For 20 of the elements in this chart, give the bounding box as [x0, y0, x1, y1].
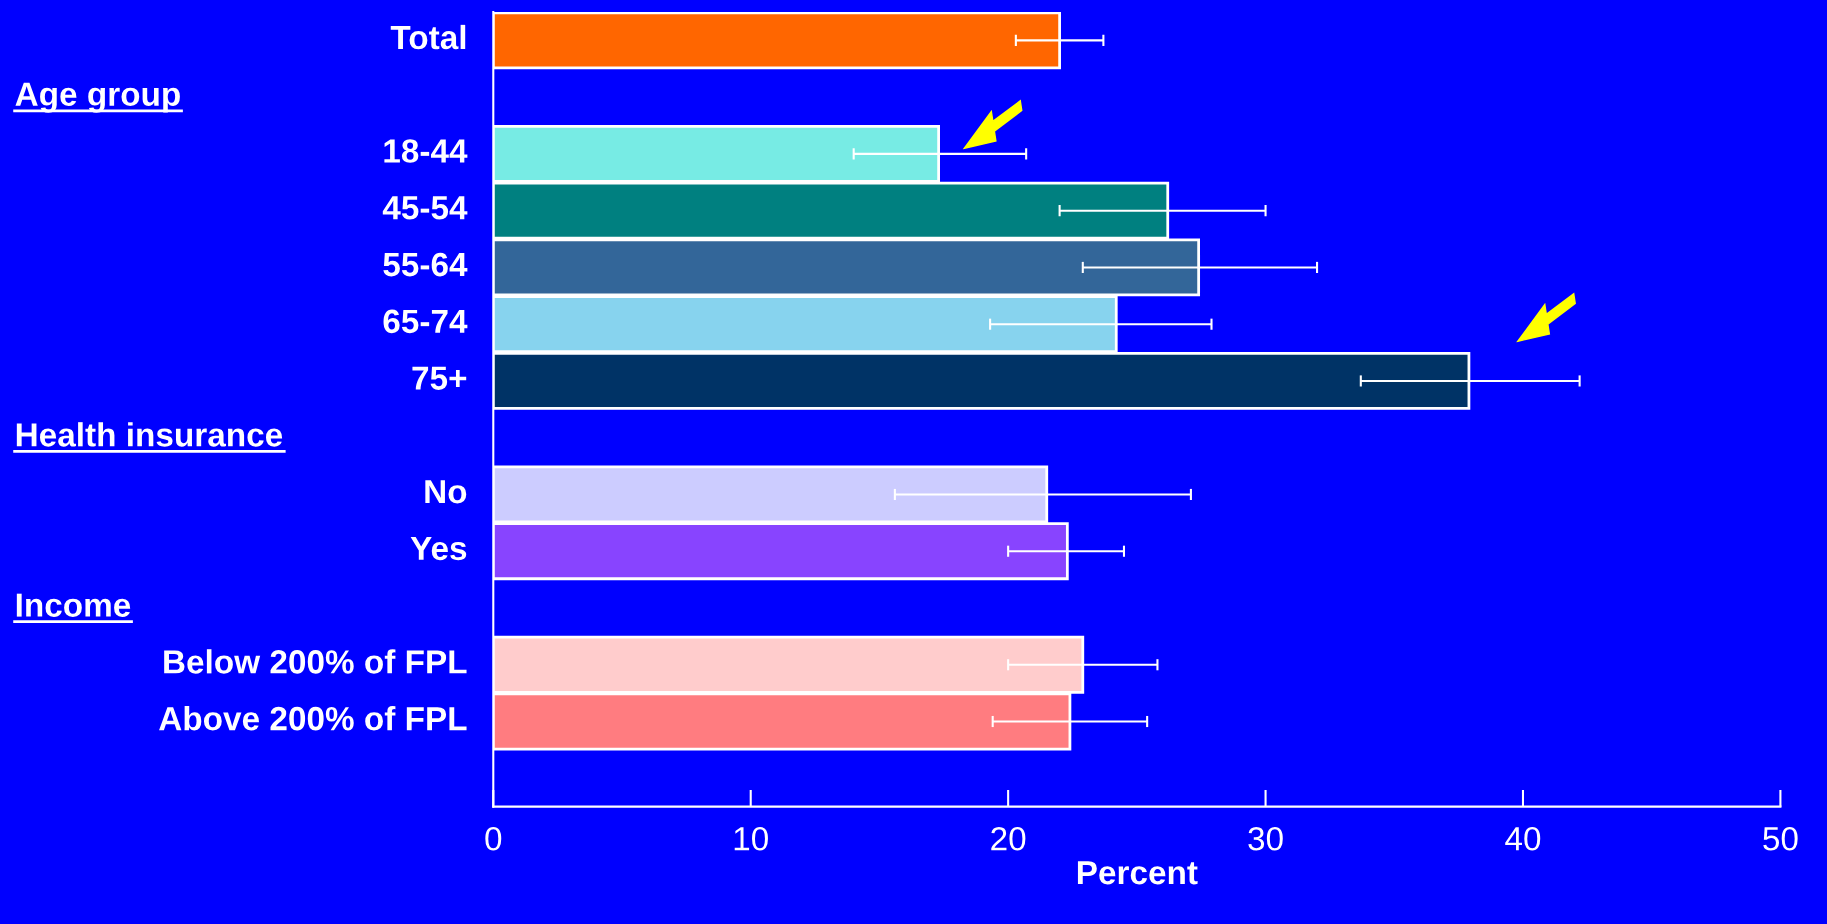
x-axis-title: Percent	[1077, 861, 1198, 885]
x-tick-label: 40	[1505, 826, 1541, 851]
y-tick-label: Below 200% of FPL	[164, 649, 467, 674]
y-tick-label: 45-54	[382, 196, 468, 220]
y-tick-label: Yes	[410, 536, 467, 561]
x-tick-label: 20	[991, 826, 1026, 851]
x-tick-label: 30	[1248, 826, 1283, 851]
y-tick-label: 18-44	[384, 139, 468, 163]
y-tick-label: Above 200% of FPL	[159, 705, 467, 731]
text: Income	[16, 593, 131, 617]
x-tick-label: 10	[734, 826, 768, 851]
y-tick-label: 55-64	[383, 252, 468, 277]
y-tick-label: No	[425, 480, 467, 504]
y-tick-label: 65-74	[383, 309, 468, 334]
text: Age group	[15, 82, 180, 113]
x-tick-label: 0	[485, 826, 502, 851]
text: Health insurance	[16, 422, 283, 447]
y-tick-label: Total	[390, 24, 466, 50]
x-tick-label: 50	[1763, 826, 1798, 851]
y-tick-label: 75+	[412, 366, 467, 390]
